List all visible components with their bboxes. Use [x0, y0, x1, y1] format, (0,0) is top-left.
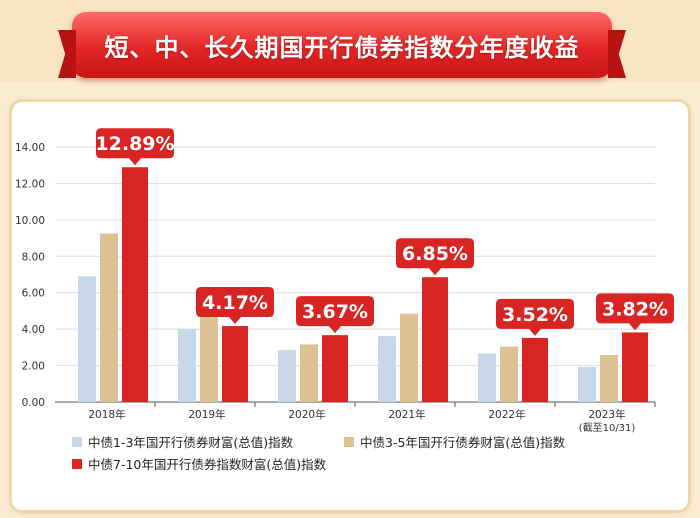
ribbon-left: [58, 30, 76, 78]
legend-label-long: 中债7-10年国开行债券指数财富(总值)指数: [88, 457, 327, 472]
x-tick-label: 2022年: [488, 408, 525, 421]
bar-mid: [400, 313, 418, 402]
data-callout-label: 4.17%: [202, 292, 268, 314]
bar-mid: [300, 344, 318, 402]
legend-swatch-long: [72, 458, 82, 469]
y-tick-label: 6.00: [22, 288, 45, 300]
data-callout-label: 3.67%: [302, 301, 368, 323]
y-tick-label: 10.00: [15, 215, 45, 227]
data-callout-bubble: [596, 293, 674, 331]
data-callout-label: 12.89%: [95, 133, 174, 155]
legend-item-long: 中债7-10年国开行债券指数财富(总值)指数: [72, 454, 326, 473]
bar-short: [578, 367, 596, 402]
data-callout-bubble: [96, 128, 174, 166]
legend-label-short: 中债1-3年国开行债券财富(总值)指数: [88, 435, 294, 450]
ribbon-right: [608, 30, 626, 78]
y-tick-label: 12.00: [15, 178, 45, 190]
data-callout-label: 3.82%: [602, 298, 668, 320]
data-callout-label: 3.52%: [502, 304, 568, 326]
x-tick-label: 2023年: [588, 408, 625, 421]
bar-long: [622, 332, 648, 402]
data-callout-label: 6.85%: [402, 243, 468, 265]
bar-short: [478, 353, 496, 402]
data-callout-bubble: [196, 287, 274, 325]
bar-mid: [200, 316, 218, 402]
data-callout-bubble: [496, 298, 574, 336]
legend-swatch-mid: [344, 436, 354, 447]
legend-swatch-short: [72, 436, 82, 447]
x-tick-label: 2020年: [288, 408, 325, 421]
bar-mid: [100, 233, 118, 402]
title-banner: 短、中、长久期国开行债券指数分年度收益: [58, 12, 626, 78]
y-tick-label: 2.00: [22, 361, 45, 373]
bar-long: [322, 335, 348, 402]
bar-short: [278, 350, 296, 402]
y-tick-label: 14.00: [15, 142, 45, 154]
data-callout-bubble: [396, 238, 474, 276]
x-tick-label: 2021年: [388, 408, 425, 421]
data-callout-bubble: [296, 296, 374, 334]
bar-short: [378, 336, 396, 402]
y-tick-label: 0.00: [22, 397, 45, 409]
bar-short: [178, 329, 196, 402]
legend-item-short: 中债1-3年国开行债券财富(总值)指数: [72, 432, 293, 451]
bar-long: [422, 277, 448, 402]
legend-label-mid: 中债3-5年国开行债券财富(总值)指数: [360, 435, 566, 450]
bar-mid: [500, 346, 518, 402]
x-tick-label: 2018年: [88, 408, 125, 421]
bar-long: [522, 337, 548, 402]
bar-long: [222, 326, 248, 402]
bar-long: [122, 167, 148, 402]
y-tick-label: 8.00: [22, 251, 45, 263]
legend-item-mid: 中债3-5年国开行债券财富(总值)指数: [344, 432, 565, 451]
y-tick-label: 4.00: [22, 324, 45, 336]
chart-title: 短、中、长久期国开行债券指数分年度收益: [104, 33, 580, 62]
x-tick-label: 2019年: [188, 408, 225, 421]
bar-short: [78, 276, 96, 402]
x-tick-sublabel: (截至10/31): [579, 421, 636, 434]
bar-mid: [600, 355, 618, 402]
